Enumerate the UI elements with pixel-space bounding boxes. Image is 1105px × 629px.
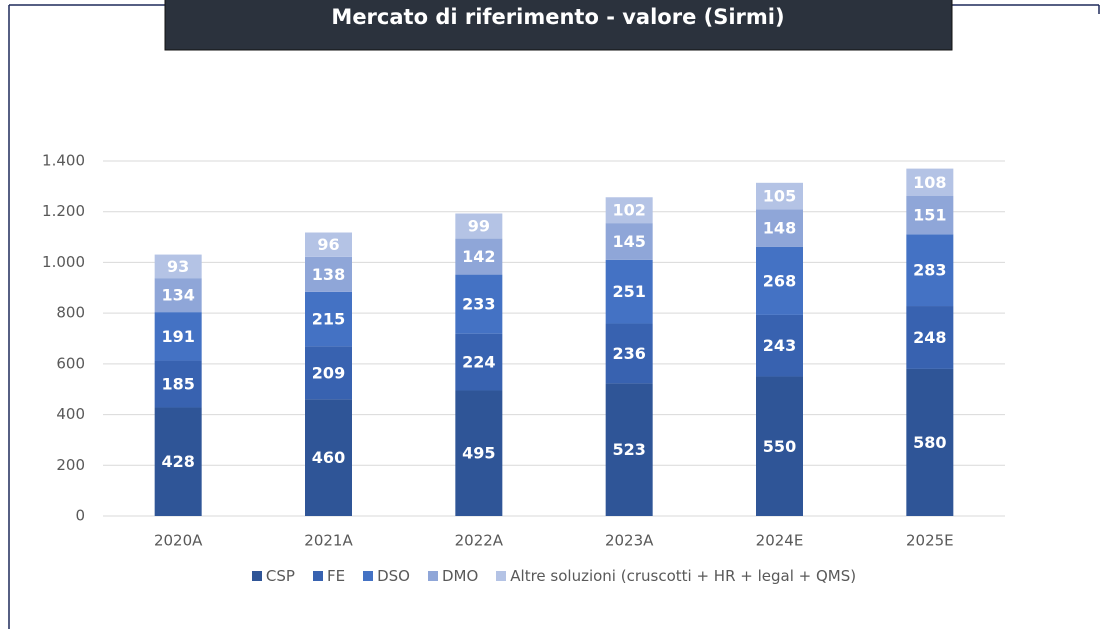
data-label: 236 <box>612 344 645 363</box>
data-label: 99 <box>468 217 490 236</box>
bar-segment <box>305 256 352 292</box>
bar-segment <box>455 274 503 334</box>
data-label: 191 <box>161 327 194 346</box>
data-label: 96 <box>317 235 339 254</box>
data-label: 209 <box>312 363 345 382</box>
bar-segment <box>906 195 954 235</box>
bar-segment <box>906 306 954 369</box>
bar-segment <box>154 407 202 516</box>
legend-label: Altre soluzioni (cruscotti + HR + legal … <box>510 567 857 585</box>
bar-segment <box>605 223 653 260</box>
data-label: 243 <box>763 336 796 355</box>
data-label: 151 <box>913 206 946 225</box>
bar-segment <box>756 314 803 377</box>
legend-swatch <box>496 571 507 581</box>
bar-segment <box>154 254 202 279</box>
legend-label: DMO <box>441 567 479 585</box>
bar-segment <box>455 390 503 516</box>
data-label: 134 <box>161 286 194 305</box>
y-tick-label: 0 <box>75 507 85 525</box>
bar-segment <box>756 376 803 516</box>
data-label: 102 <box>612 201 645 220</box>
data-label: 283 <box>913 261 946 280</box>
data-label: 105 <box>763 187 796 206</box>
data-label: 580 <box>913 433 946 452</box>
bar-segment <box>305 232 352 257</box>
bar-segment <box>455 238 503 275</box>
data-label: 428 <box>161 452 194 471</box>
data-label: 145 <box>612 232 645 251</box>
bar-segment <box>154 278 202 313</box>
bar-segment <box>906 168 954 196</box>
y-tick-label: 1.400 <box>42 152 85 170</box>
bar-segment <box>756 209 803 247</box>
data-label: 142 <box>462 247 495 266</box>
legend-label: FE <box>326 567 346 585</box>
bar-segment <box>605 259 653 324</box>
bar-segment <box>605 383 653 516</box>
legend-swatch <box>312 571 323 581</box>
x-tick-label: 2024E <box>756 532 804 550</box>
bar-segment <box>906 234 954 307</box>
data-label: 523 <box>612 440 645 459</box>
x-tick-label: 2022A <box>455 532 504 550</box>
y-tick-label: 800 <box>56 304 85 322</box>
legend-swatch <box>427 571 438 581</box>
data-label: 148 <box>763 219 796 238</box>
data-label: 93 <box>167 257 189 276</box>
data-label: 108 <box>913 173 946 192</box>
y-tick-label: 1.000 <box>42 253 85 271</box>
data-label: 268 <box>763 271 796 290</box>
bar-segment <box>154 312 202 361</box>
x-tick-label: 2023A <box>605 532 654 550</box>
legend-item: DSO <box>363 567 410 585</box>
bar-segment <box>605 323 653 384</box>
data-label: 215 <box>312 310 345 329</box>
bar-segment <box>305 346 352 400</box>
legend: CSP FE DSO DMO Altre soluzioni (cruscotti + … <box>103 567 1005 585</box>
data-label: 251 <box>612 282 645 301</box>
legend-item: Altre soluzioni (cruscotti + HR + legal … <box>496 567 856 585</box>
legend-item: FE <box>312 567 346 585</box>
bar-segment <box>906 368 954 516</box>
y-tick-label: 600 <box>56 354 85 372</box>
bar-segment <box>154 360 202 408</box>
legend-item: DMO <box>427 567 479 585</box>
data-label: 460 <box>312 448 345 467</box>
bar-segment <box>756 246 803 315</box>
bar-segment <box>305 291 352 347</box>
data-label: 248 <box>913 328 946 347</box>
y-tick-label: 400 <box>56 405 85 423</box>
legend-swatch <box>251 571 262 581</box>
legend-item: CSP <box>251 567 295 585</box>
bar-segment <box>605 197 653 224</box>
data-label: 550 <box>763 437 796 456</box>
y-tick-label: 200 <box>56 456 85 474</box>
legend-label: DSO <box>377 567 410 585</box>
data-label: 138 <box>312 265 345 284</box>
data-label: 224 <box>462 353 495 372</box>
data-label: 495 <box>462 444 495 463</box>
bar-segment <box>305 399 352 516</box>
x-tick-label: 2020A <box>154 532 203 550</box>
bar-segment <box>756 182 803 210</box>
title-box <box>164 0 953 51</box>
y-tick-label: 1.200 <box>42 202 85 220</box>
bar-segment <box>455 333 503 391</box>
chart-title: Mercato di riferimento - valore (Sirmi) <box>331 5 784 29</box>
data-label: 233 <box>462 295 495 314</box>
legend-swatch <box>363 571 374 581</box>
data-label: 185 <box>161 375 194 394</box>
bar-segment <box>455 213 503 239</box>
legend-label: CSP <box>265 567 295 585</box>
x-tick-label: 2021A <box>304 532 353 550</box>
x-tick-label: 2025E <box>906 532 954 550</box>
